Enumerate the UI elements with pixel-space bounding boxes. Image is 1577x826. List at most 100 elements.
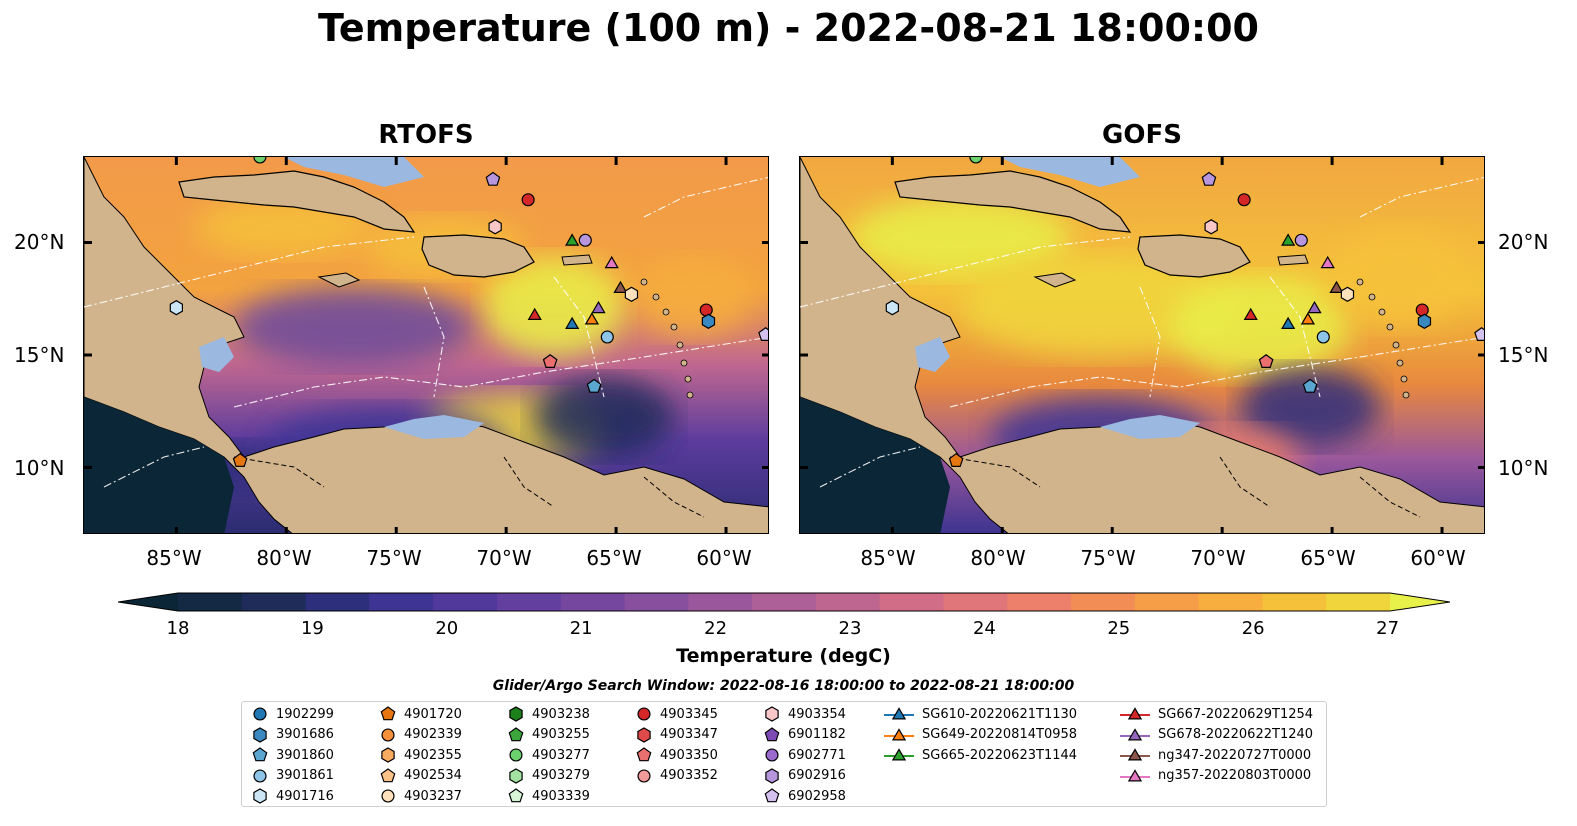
float-marker [1320, 255, 1335, 269]
legend-marker [380, 767, 396, 782]
lesser-antilles-island [652, 293, 660, 301]
eez-boundary [553, 276, 605, 398]
legend-symbol [509, 767, 523, 784]
colorbar-tick-label: 18 [166, 618, 190, 639]
cuba [178, 170, 416, 233]
eez-boundary [1139, 286, 1161, 398]
legend-label: 3901861 [276, 768, 334, 783]
legend-symbol [637, 726, 651, 743]
colorbar-bin [752, 593, 817, 611]
gofs-map[interactable] [799, 156, 1485, 534]
legend-symbol [1120, 707, 1150, 720]
colorbar [118, 592, 1450, 612]
colorbar-tick-label: 27 [1376, 618, 1400, 639]
lesser-antilles-island [676, 341, 684, 349]
legend-label: ng347-20220727T0000 [1158, 747, 1312, 763]
rtofs-map[interactable] [83, 156, 769, 534]
colorbar-bin [624, 593, 689, 611]
temperature-anomaly [1170, 277, 1350, 377]
legend-symbol [253, 768, 267, 783]
float-marker [1300, 312, 1316, 325]
legend-label: 4903238 [532, 706, 590, 722]
lon-label: 60°W [1410, 546, 1466, 570]
colorbar-bin [369, 593, 434, 611]
colorbar-bin [560, 593, 626, 611]
lon-label: 70°W [1190, 546, 1246, 570]
legend-marker [253, 788, 267, 804]
lake-maracaibo [384, 415, 484, 439]
float-marker [1294, 233, 1308, 247]
pacific-ocean [800, 397, 950, 533]
lon-label: 75°W [366, 546, 422, 570]
legend-label: 4903279 [532, 768, 590, 783]
lon-label: 85°W [860, 546, 916, 570]
float-marker [232, 452, 248, 467]
lon-label: 75°W [1080, 546, 1136, 570]
legend-symbol [381, 789, 395, 803]
legend-item: 4903345 [636, 704, 718, 724]
colorbar-bin [815, 593, 881, 611]
legend-symbol [884, 748, 914, 761]
lon-label: 65°W [586, 546, 642, 570]
temperature-anomaly [960, 257, 1240, 357]
legend-marker [509, 748, 523, 762]
lon-label: 70°W [476, 546, 532, 570]
legend-label: 4903352 [660, 768, 718, 783]
colorbar-bin [241, 593, 307, 611]
lon-label: 80°W [256, 546, 312, 570]
colorbar-tick-label: 24 [972, 618, 996, 639]
legend-label: 4903350 [660, 747, 718, 763]
legend-symbol [508, 726, 524, 741]
legend-label: 3901860 [276, 747, 334, 763]
float-marker [885, 300, 900, 316]
legend-marker [1127, 768, 1143, 781]
float-marker [1237, 193, 1251, 207]
legend-symbol [637, 707, 651, 721]
legend-item: 3901861 [252, 766, 334, 786]
cuba [894, 170, 1132, 233]
temperature-anomaly [634, 257, 754, 337]
colorbar-tick-label: 21 [569, 618, 593, 639]
legend-marker [508, 788, 524, 803]
float-marker [521, 193, 535, 207]
lesser-antilles-island [1396, 359, 1404, 367]
legend-marker [765, 748, 779, 762]
lat-label: 10°N [1498, 456, 1549, 480]
legend-symbol [253, 726, 267, 743]
legend-label: 6902771 [788, 747, 846, 763]
temperature-anomaly [1330, 227, 1470, 327]
legend-label: 6901182 [788, 727, 846, 742]
legend-label: SG649-20220814T0958 [922, 727, 1078, 742]
lake-maracaibo [1100, 415, 1200, 439]
lat-label: 20°N [14, 230, 65, 254]
bahamas-shelf [1000, 157, 1140, 187]
legend-marker [1127, 727, 1143, 740]
float-marker [969, 157, 983, 164]
legend-marker [381, 727, 395, 742]
legend-marker [637, 707, 651, 721]
legend-symbol [884, 707, 914, 720]
legend-symbol [1120, 748, 1150, 761]
colorbar-bin [433, 593, 498, 611]
float-marker [578, 233, 592, 247]
eez-boundary [233, 336, 768, 408]
panel-title-rtofs: RTOFS [378, 120, 474, 150]
bahamas-shelf [284, 157, 424, 187]
hispaniola [1137, 234, 1251, 278]
legend-item: 4901720 [380, 704, 462, 724]
lesser-antilles-island [1402, 391, 1410, 399]
float-marker [1340, 286, 1355, 302]
lesser-antilles-island [1378, 308, 1386, 316]
colorbar-bin [1262, 593, 1327, 611]
float-marker [542, 354, 558, 368]
float-marker [488, 219, 502, 235]
legend-item: SG667-20220629T1254 [1120, 704, 1313, 724]
legend-item: 4903237 [380, 786, 462, 806]
temperature-anomaly [234, 287, 474, 367]
legend-label: 4903347 [660, 727, 718, 742]
legend-marker [891, 748, 907, 761]
legend-symbol [884, 727, 914, 740]
float-marker [699, 303, 713, 317]
legend-item: 4902534 [380, 766, 462, 786]
colorbar-bin [688, 593, 753, 611]
